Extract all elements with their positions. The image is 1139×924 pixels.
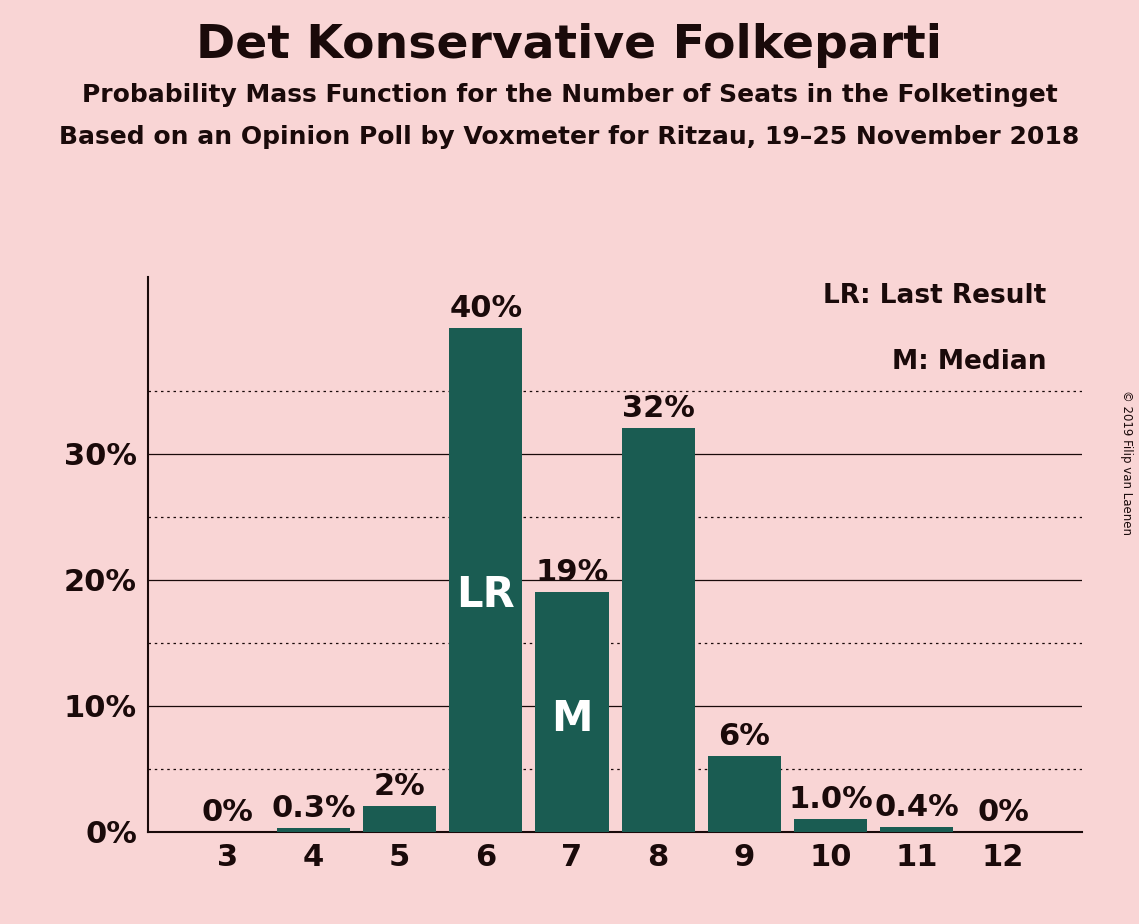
- Text: © 2019 Filip van Laenen: © 2019 Filip van Laenen: [1121, 390, 1133, 534]
- Bar: [707, 756, 781, 832]
- Bar: [449, 328, 523, 832]
- Text: 32%: 32%: [622, 395, 695, 423]
- Text: 6%: 6%: [719, 722, 770, 751]
- Text: 0%: 0%: [977, 797, 1029, 827]
- Text: 0.4%: 0.4%: [875, 793, 959, 821]
- Text: 40%: 40%: [449, 294, 523, 322]
- Text: 0.3%: 0.3%: [271, 794, 355, 822]
- Bar: [622, 429, 695, 832]
- Text: LR: Last Result: LR: Last Result: [822, 283, 1046, 309]
- Text: 2%: 2%: [374, 772, 426, 801]
- Text: Probability Mass Function for the Number of Seats in the Folketinget: Probability Mass Function for the Number…: [82, 83, 1057, 107]
- Text: 0%: 0%: [202, 797, 253, 827]
- Text: M: Median: M: Median: [892, 349, 1046, 375]
- Bar: [880, 827, 953, 832]
- Bar: [363, 807, 436, 832]
- Bar: [277, 828, 350, 832]
- Bar: [794, 819, 867, 832]
- Bar: [535, 592, 608, 832]
- Text: Det Konservative Folkeparti: Det Konservative Folkeparti: [197, 23, 942, 68]
- Text: M: M: [551, 699, 592, 740]
- Text: 19%: 19%: [535, 558, 608, 587]
- Text: LR: LR: [457, 574, 515, 615]
- Text: 1.0%: 1.0%: [788, 785, 872, 814]
- Text: Based on an Opinion Poll by Voxmeter for Ritzau, 19–25 November 2018: Based on an Opinion Poll by Voxmeter for…: [59, 125, 1080, 149]
